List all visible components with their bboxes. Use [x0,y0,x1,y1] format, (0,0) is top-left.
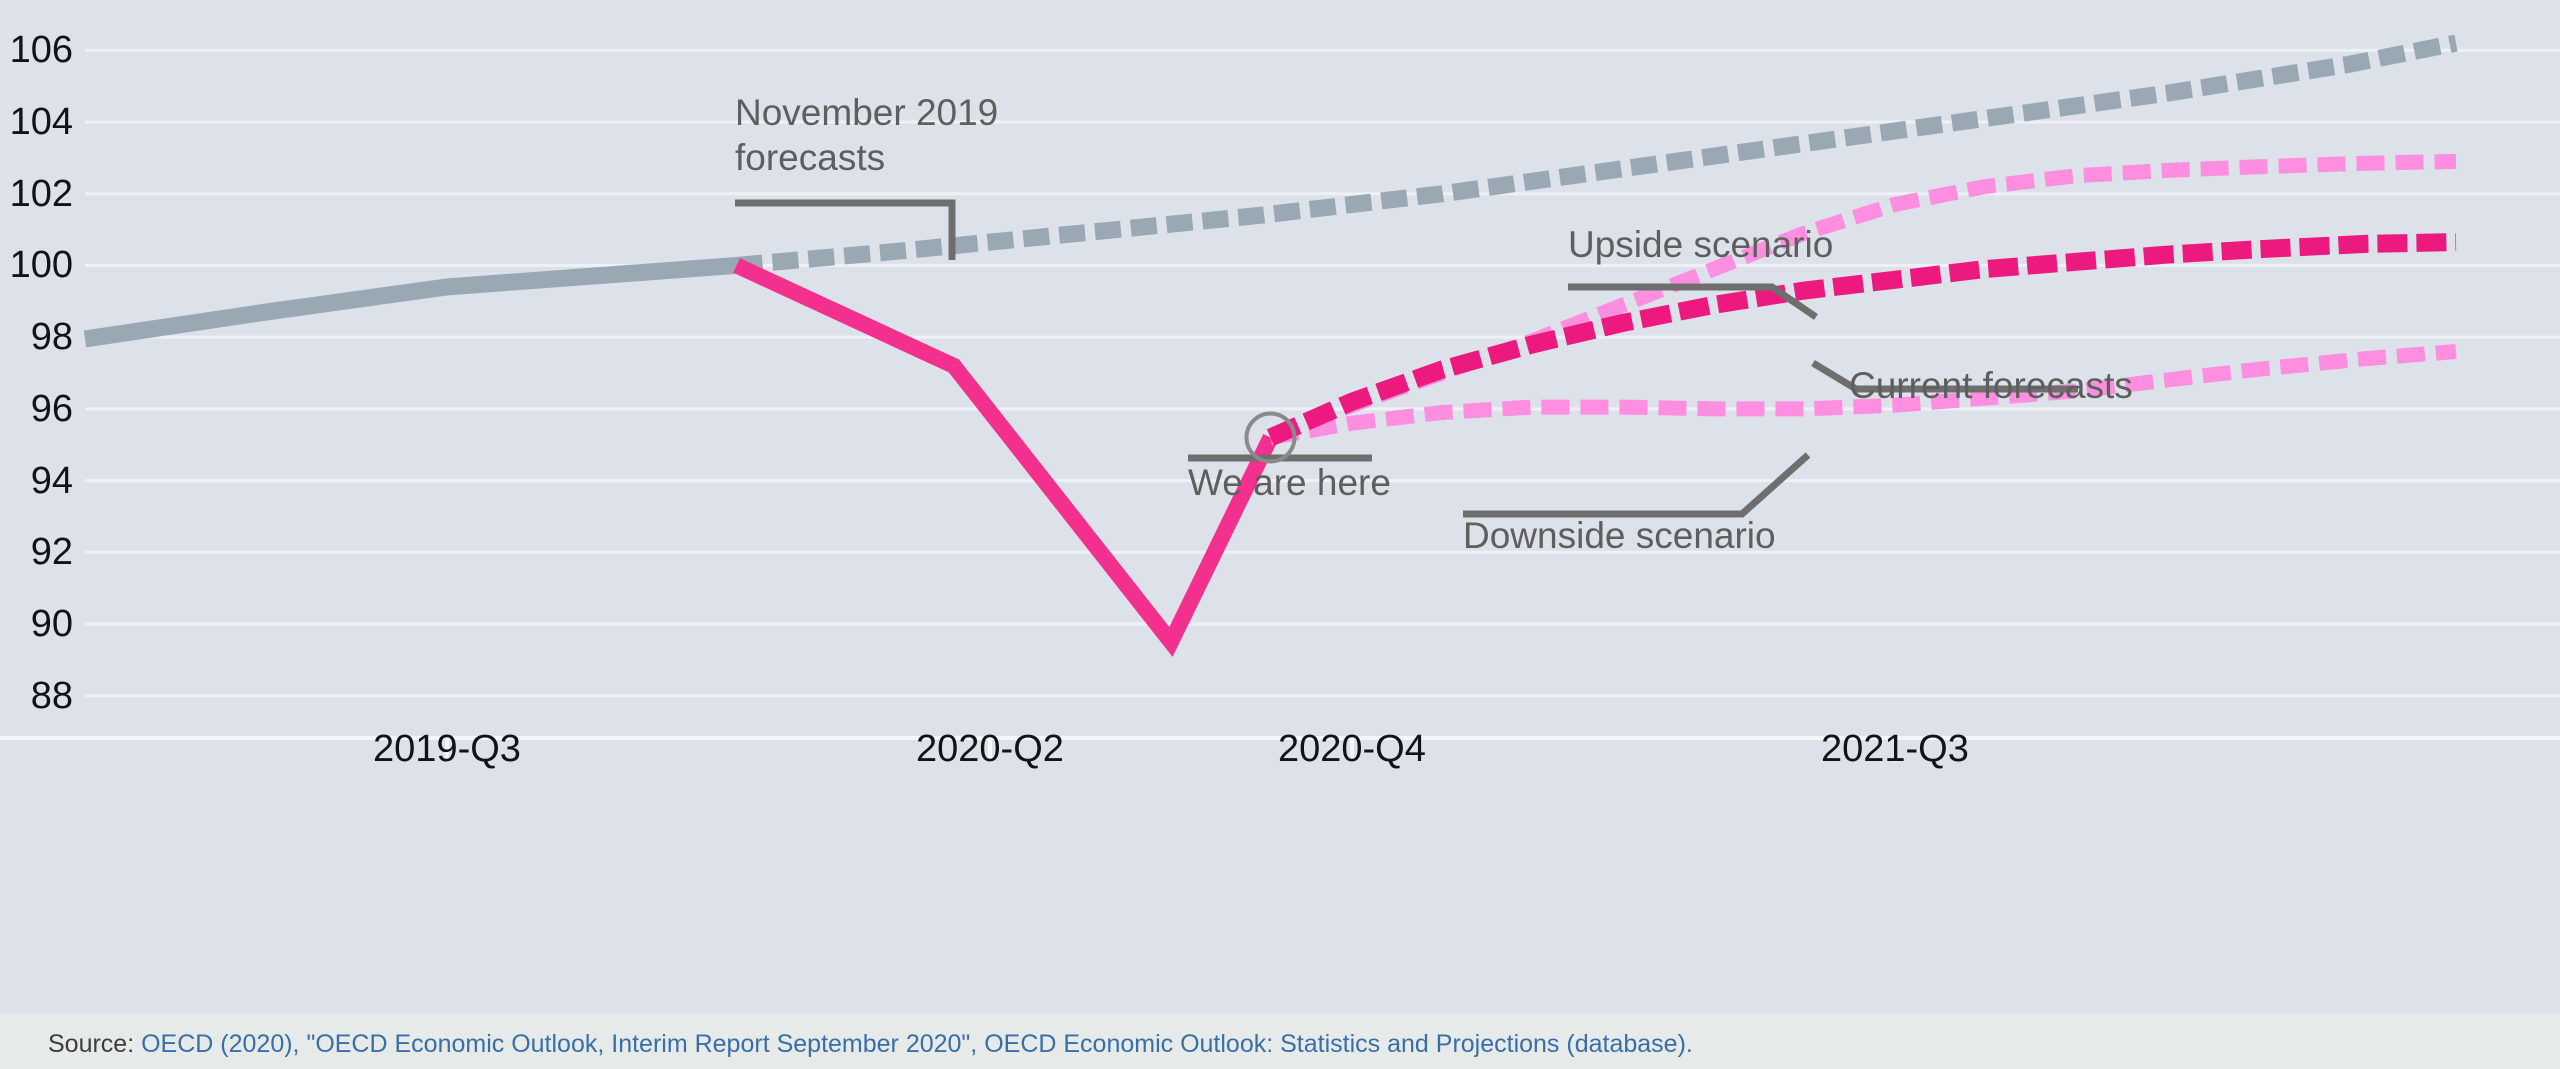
leader-upside-scenario [1568,283,1818,320]
annotation-line: forecasts [735,137,886,179]
annotation-line: November 2019 [735,92,999,133]
y-axis-tick-label: 100 [9,244,73,287]
x-axis-tick-label: 2019-Q3 [373,728,521,770]
y-axis-tick-label: 90 [30,603,73,645]
leader-current-forecasts [1811,360,2078,393]
y-axis-tick-label: 106 [9,29,73,72]
leader-downside-scenario [1463,452,1811,518]
annotation-leader-lines [735,199,2078,518]
annotation-line: Downside scenario [1463,515,1776,556]
x-axis-tick-label: 2021-Q3 [1820,728,1969,770]
we-are-here-circle [1244,411,1297,464]
source-prefix: Source: [48,1030,142,1058]
y-axis-tick-label: 98 [30,316,73,359]
source-link[interactable]: OECD (2020), "OECD Economic Outlook, Int… [141,1030,1693,1058]
annotation-line: We are here [1188,462,1391,503]
series-november-2019-forecasts [735,34,2458,274]
series-downside-scenario [1269,344,2457,445]
series-history [83,256,738,348]
chart-area: 106 104 102 100 98 96 94 92 90 88 2019-Q3 2020-Q2 2… [0,29,2560,770]
x-tick-marks [444,738,1897,762]
annotation-line: Upside scenario [1568,224,1834,265]
series-layer [83,34,2458,657]
series-actual [733,258,1278,657]
annotation-downside-scenario: Downside scenario [1463,513,1776,558]
x-axis-tick-label: 2020-Q2 [916,728,1064,770]
y-axis-tick-label: 104 [9,100,73,143]
gridlines [0,48,2560,740]
y-axis-tick-label: 94 [30,459,73,502]
y-axis-tick-label: 96 [30,387,73,430]
annotation-we-are-here: We are here [1188,460,1391,505]
y-axis-tick-label: 92 [30,531,73,574]
y-axis-tick-label: 102 [9,172,73,215]
leader-november-2019-forecasts [735,199,956,260]
y-axis-tick-label: 88 [30,674,73,717]
annotation-current-forecasts: Current forecasts [1849,363,2133,408]
annotation-upside-scenario: Upside scenario [1568,222,1833,267]
we-are-here-marker [1244,411,1297,464]
x-axis-tick-label: 2020-Q4 [1277,728,1426,770]
series-current-forecasts [1266,233,2457,446]
source-note: Source: OECD (2020), "OECD Economic Outl… [48,1030,1693,1059]
annotation-line: Current forecasts [1849,365,2133,406]
line-chart-svg [0,34,2560,762]
annotation-november-2019-forecasts: November 2019 forecasts [735,90,998,180]
footer-band: Source: OECD (2020), "OECD Economic Outl… [0,1013,2560,1069]
